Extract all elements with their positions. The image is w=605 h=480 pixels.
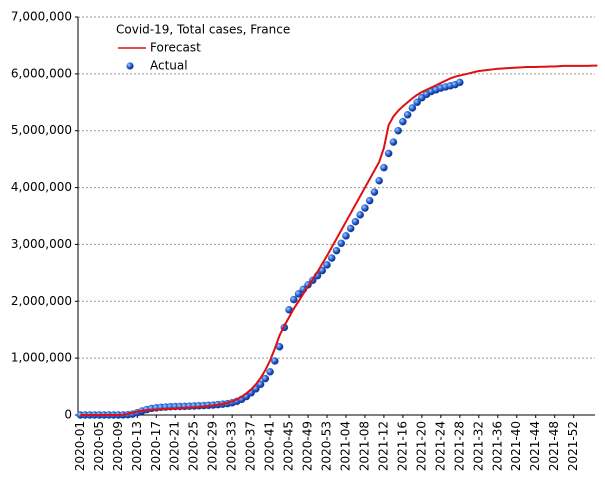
actual-point: [375, 176, 383, 185]
x-tick-label: 2020-01: [73, 421, 87, 471]
x-tick-label: 2020-29: [206, 421, 220, 471]
x-tick-label: 2021-16: [395, 421, 409, 471]
actual-point: [399, 117, 407, 126]
x-tick-label: 2021-24: [433, 421, 447, 471]
x-tick-label: 2020-21: [168, 421, 182, 471]
x-tick-label: 2020-13: [130, 421, 144, 471]
forecast-line: [80, 64, 598, 416]
actual-point: [384, 149, 393, 158]
actual-point: [351, 217, 360, 226]
y-tick-label: 4,000,000: [11, 180, 72, 194]
actual-point: [346, 224, 355, 233]
y-tick-label: 3,000,000: [11, 237, 72, 251]
actual-point: [328, 254, 336, 262]
x-tick-label: 2021-04: [338, 421, 352, 471]
x-tick-label: 2020-33: [225, 421, 239, 471]
y-tick-label: 6,000,000: [11, 66, 72, 80]
x-tick-label: 2020-41: [263, 421, 277, 471]
actual-point: [356, 211, 364, 219]
actual-point: [271, 357, 279, 365]
x-tick-label: 2021-44: [528, 421, 542, 471]
y-tick-label: 7,000,000: [11, 10, 72, 24]
x-tick-label: 2021-40: [509, 421, 523, 471]
y-tick-label: 2,000,000: [11, 294, 72, 308]
actual-point: [413, 98, 421, 107]
legend-swatch: [126, 62, 134, 70]
x-tick-label: 2021-52: [566, 421, 580, 471]
x-tick-label: 2020-49: [301, 421, 315, 471]
x-tick-label: 2021-36: [490, 421, 504, 471]
y-tick-label: 1,000,000: [11, 351, 72, 365]
actual-point: [394, 126, 402, 135]
actual-point: [408, 104, 417, 112]
actual-point: [403, 111, 412, 119]
x-tick-label: 2020-05: [92, 421, 106, 471]
x-tick-label: 2020-37: [244, 421, 258, 471]
x-tick-label: 2021-48: [547, 421, 561, 471]
actual-point: [266, 368, 274, 376]
y-tick-label: 0: [64, 408, 72, 422]
actual-point: [323, 261, 331, 269]
actual-point: [365, 196, 374, 205]
actual-point: [261, 374, 270, 383]
x-tick-label: 2020-09: [111, 421, 125, 471]
x-tick-label: 2020-17: [149, 421, 163, 471]
actual-point: [361, 204, 369, 212]
actual-point: [456, 78, 464, 87]
legend-label: Forecast: [150, 41, 201, 55]
actual-point: [380, 163, 388, 172]
y-tick-label: 5,000,000: [11, 123, 72, 137]
x-tick-label: 2021-32: [471, 421, 485, 471]
x-tick-label: 2021-12: [376, 421, 390, 471]
x-tick-label: 2021-28: [452, 421, 466, 471]
actual-point: [389, 138, 398, 146]
actual-point: [337, 239, 345, 248]
legend-label: Actual: [150, 59, 188, 73]
x-tick-label: 2020-53: [320, 421, 334, 471]
actual-point: [332, 246, 341, 255]
legend-title: Covid-19, Total cases, France: [116, 23, 290, 37]
x-tick-label: 2020-45: [282, 421, 296, 471]
x-tick-label: 2020-25: [187, 421, 201, 471]
actual-point: [370, 188, 379, 196]
x-tick-label: 2021-08: [357, 421, 371, 471]
x-tick-label: 2021-20: [414, 421, 428, 471]
actual-point: [342, 232, 350, 240]
actual-point: [290, 295, 298, 304]
